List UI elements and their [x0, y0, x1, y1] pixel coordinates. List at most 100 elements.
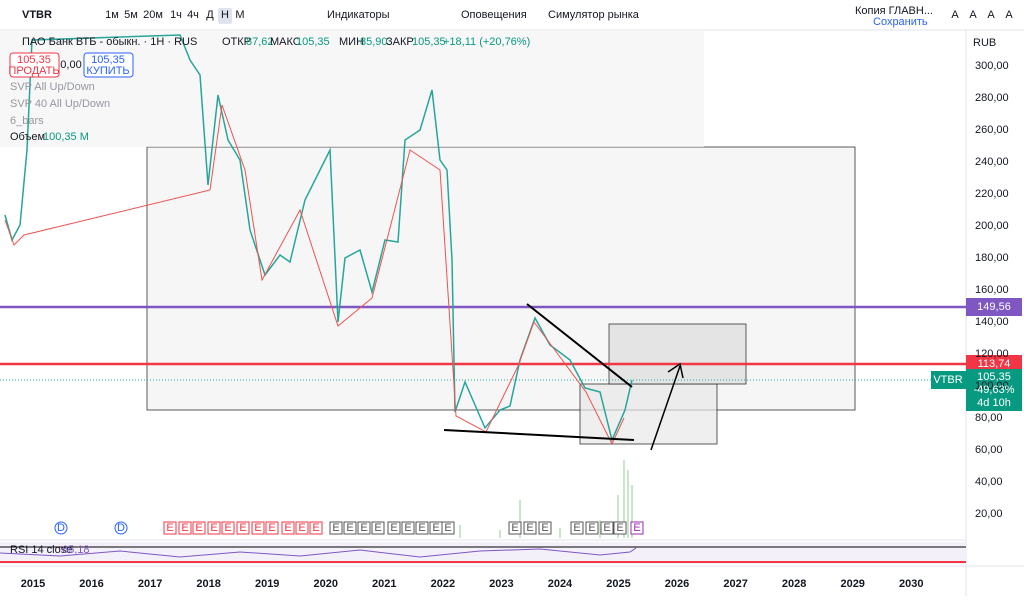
last-price: 105,35	[977, 371, 1011, 383]
marker-label: E	[312, 522, 319, 534]
interval[interactable]: 1м	[105, 9, 119, 21]
interval[interactable]: Н	[221, 9, 229, 21]
year-label: 2020	[314, 578, 338, 590]
earnings-marker[interactable]	[343, 521, 357, 535]
sell-button[interactable]	[9, 52, 60, 78]
marker-label: E	[224, 522, 231, 534]
earnings-marker[interactable]	[585, 521, 599, 535]
earnings-marker[interactable]	[570, 521, 584, 535]
marker-label: E	[511, 522, 518, 534]
marker-label: D	[57, 522, 65, 534]
rectangle-drawing[interactable]	[579, 383, 718, 445]
layout-name[interactable]: Копия ГЛАВН...	[855, 5, 933, 17]
symbol[interactable]: VTBR	[22, 9, 52, 21]
rsi-line	[0, 547, 637, 558]
dividend-marker[interactable]	[114, 521, 128, 535]
marker-label: E	[210, 522, 217, 534]
marker-label: E	[346, 522, 353, 534]
legend-high-label: МАКС	[270, 36, 301, 48]
marker-label: E	[616, 522, 623, 534]
earnings-marker[interactable]	[295, 521, 309, 535]
marker-label: E	[633, 522, 640, 534]
earnings-marker[interactable]	[401, 521, 415, 535]
interval[interactable]: Д	[206, 9, 214, 21]
price-tick: 260,00	[975, 124, 1009, 136]
marker-label: E	[254, 522, 261, 534]
year-label: 2023	[489, 578, 513, 590]
earnings-marker[interactable]	[441, 521, 455, 535]
earnings-marker[interactable]	[357, 521, 371, 535]
earnings-marker[interactable]	[387, 521, 401, 535]
earnings-marker[interactable]	[415, 521, 429, 535]
legend-open-label: ОТКР	[222, 36, 251, 48]
indicator-legend[interactable]: SVP All Up/Down	[10, 81, 95, 93]
year-label: 2017	[138, 578, 162, 590]
symbol-badge-text: VTBR	[933, 374, 962, 386]
price-tick: 80,00	[975, 412, 1003, 424]
price-tick: 300,00	[975, 60, 1009, 72]
marker-label: E	[360, 522, 367, 534]
earnings-marker[interactable]	[329, 521, 343, 535]
marker-label: E	[166, 522, 173, 534]
price-tick: 140,00	[975, 316, 1009, 328]
dividend-marker[interactable]	[54, 521, 68, 535]
font-button[interactable]: A	[987, 9, 995, 21]
indicator-legend[interactable]: 6_bars	[10, 115, 44, 127]
legend-change: +18,11 (+20,76%)	[443, 36, 530, 48]
marker-label: E	[298, 522, 305, 534]
price-tick: 220,00	[975, 188, 1009, 200]
trend-line[interactable]	[526, 303, 633, 388]
earnings-marker[interactable]	[538, 521, 552, 535]
font-button[interactable]: A	[969, 9, 977, 21]
year-label: 2018	[196, 578, 220, 590]
earnings-marker[interactable]	[630, 521, 644, 535]
volume-value: 100,35 M	[43, 131, 89, 143]
earnings-marker[interactable]	[281, 521, 295, 535]
font-button[interactable]: A	[1005, 9, 1013, 21]
earnings-marker[interactable]	[236, 521, 250, 535]
last-price-label	[966, 369, 1022, 411]
earnings-marker[interactable]	[371, 521, 385, 535]
rectangle-drawing[interactable]	[146, 146, 856, 411]
earnings-marker[interactable]	[192, 521, 206, 535]
price-tick: 200,00	[975, 220, 1009, 232]
year-label: 2026	[665, 578, 689, 590]
earnings-marker[interactable]	[178, 521, 192, 535]
year-label: 2019	[255, 578, 279, 590]
font-button[interactable]: A	[951, 9, 959, 21]
marker-label: E	[181, 522, 188, 534]
earnings-marker[interactable]	[523, 521, 537, 535]
interval[interactable]: 5м	[124, 9, 138, 21]
legend-close-label: ЗАКР	[386, 36, 414, 48]
earnings-marker[interactable]	[309, 521, 323, 535]
year-label: 2022	[431, 578, 455, 590]
earnings-marker[interactable]	[600, 521, 614, 535]
year-label: 2015	[21, 578, 45, 590]
earnings-marker[interactable]	[221, 521, 235, 535]
interval[interactable]: 1ч	[170, 9, 182, 21]
interval[interactable]: 4ч	[187, 9, 199, 21]
replay-button[interactable]: Симулятор рынка	[548, 9, 640, 21]
earnings-marker[interactable]	[207, 521, 221, 535]
buy-button[interactable]	[83, 52, 134, 78]
earnings-marker[interactable]	[508, 521, 522, 535]
alerts-button[interactable]: Оповещения	[461, 9, 527, 21]
interval[interactable]: 20м	[143, 9, 163, 21]
earnings-marker[interactable]	[251, 521, 265, 535]
earnings-marker[interactable]	[613, 521, 627, 535]
earnings-marker[interactable]	[265, 521, 279, 535]
indicators-button[interactable]: Индикаторы	[327, 9, 390, 21]
sell-price: 105,35	[17, 54, 51, 66]
price-tick: 100,00	[975, 380, 1009, 392]
indicator-legend[interactable]: SVP 40 All Up/Down	[10, 98, 110, 110]
interval[interactable]: М	[235, 9, 244, 21]
earnings-marker[interactable]	[163, 521, 177, 535]
marker-label: E	[603, 522, 610, 534]
marker-label: E	[239, 522, 246, 534]
arrow[interactable]	[650, 365, 681, 451]
trend-line[interactable]	[443, 429, 635, 441]
marker-label: E	[573, 522, 580, 534]
rsi-value: 65,18	[62, 544, 90, 556]
year-label: 2028	[782, 578, 806, 590]
legend-open: 87,62	[246, 36, 274, 48]
